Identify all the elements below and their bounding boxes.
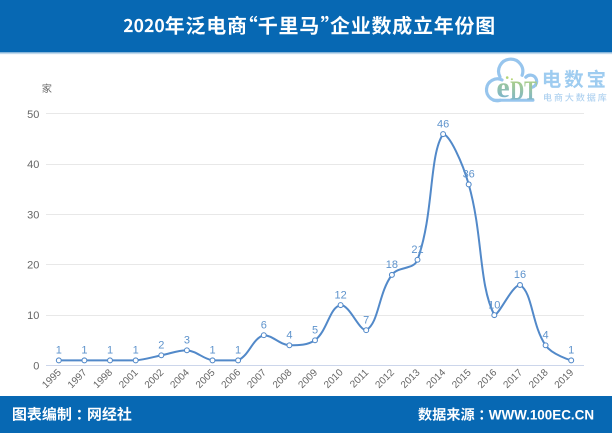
svg-text:2013: 2013 [399, 367, 423, 391]
svg-text:2006: 2006 [220, 367, 244, 391]
svg-text:2007: 2007 [245, 367, 269, 391]
svg-text:2016: 2016 [476, 367, 500, 391]
svg-text:1998: 1998 [92, 367, 116, 391]
svg-text:1: 1 [568, 345, 574, 357]
svg-text:3: 3 [184, 335, 190, 347]
svg-text:12: 12 [334, 289, 346, 301]
svg-text:2005: 2005 [194, 367, 218, 391]
svg-text:2009: 2009 [297, 367, 321, 391]
svg-text:36: 36 [463, 169, 475, 181]
svg-text:5: 5 [312, 325, 318, 337]
svg-text:1: 1 [81, 345, 87, 357]
svg-text:DT: DT [510, 77, 537, 107]
svg-text:18: 18 [386, 259, 398, 271]
svg-text:1997: 1997 [66, 367, 90, 391]
svg-text:2010: 2010 [322, 367, 346, 391]
svg-text:1: 1 [235, 345, 241, 357]
svg-text:7: 7 [363, 314, 369, 326]
svg-text:2017: 2017 [502, 367, 526, 391]
svg-text:1995: 1995 [40, 367, 64, 391]
svg-text:2014: 2014 [425, 367, 449, 391]
svg-text:2018: 2018 [527, 367, 551, 391]
svg-text:2012: 2012 [373, 367, 397, 391]
svg-text:4: 4 [286, 330, 292, 342]
svg-text:50: 50 [27, 109, 39, 121]
svg-text:16: 16 [514, 269, 526, 281]
svg-text:2004: 2004 [168, 367, 192, 391]
svg-text:21: 21 [411, 244, 423, 256]
svg-text:10: 10 [488, 299, 500, 311]
svg-text:1: 1 [56, 345, 62, 357]
svg-text:2001: 2001 [117, 367, 141, 391]
svg-text:0: 0 [33, 360, 39, 372]
svg-text:40: 40 [27, 159, 39, 171]
svg-text:2019: 2019 [553, 367, 577, 391]
svg-text:1: 1 [133, 345, 139, 357]
svg-text:6: 6 [261, 319, 267, 331]
svg-text:2011: 2011 [348, 367, 371, 390]
svg-text:2008: 2008 [271, 367, 295, 391]
svg-text:46: 46 [437, 118, 449, 130]
svg-text:10: 10 [27, 310, 39, 322]
svg-text:30: 30 [27, 210, 39, 222]
svg-text:e: e [496, 71, 509, 104]
svg-text:1: 1 [209, 345, 215, 357]
svg-text:2015: 2015 [450, 367, 474, 391]
svg-text:WWW.100EC.CN: WWW.100EC.CN [489, 408, 594, 423]
svg-text:4: 4 [543, 330, 549, 342]
svg-text:1: 1 [107, 345, 113, 357]
svg-text:2: 2 [158, 340, 164, 352]
svg-text:2002: 2002 [143, 367, 167, 391]
svg-text:20: 20 [27, 260, 39, 272]
